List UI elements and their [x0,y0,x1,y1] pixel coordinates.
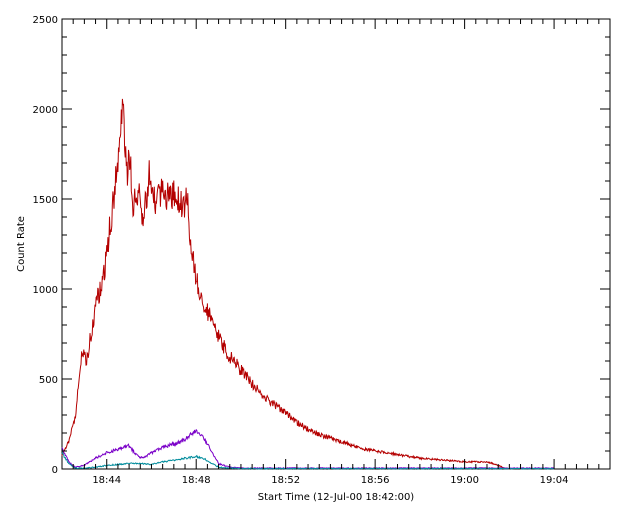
x-tick-label: 19:00 [450,475,479,486]
series-layer [61,98,555,470]
y-axis-label: Count Rate [16,216,27,272]
y-tick-label: 0 [52,465,58,476]
y-tick-label: 500 [39,375,58,386]
x-tick-label: 18:52 [271,475,300,486]
x-tick-label: 18:48 [182,475,211,486]
y-tick-label: 2500 [33,15,58,26]
y-tick-label: 1500 [33,195,58,206]
plot-area [61,18,611,470]
x-tick-label: 18:56 [361,475,390,486]
x-tick-label: 18:44 [92,475,121,486]
x-tick-label: 19:04 [540,475,569,486]
x-axis-label: Start Time (12-Jul-00 18:42:00) [258,492,415,503]
series-line-1 [61,98,510,470]
y-tick-label: 2000 [33,105,58,116]
plot-frame [61,18,611,470]
axes-layer: 0 500 1000 1500 2000 2500 18:44 18:48 18:52 18:56… [33,15,611,486]
y-tick-label: 1000 [33,285,58,296]
